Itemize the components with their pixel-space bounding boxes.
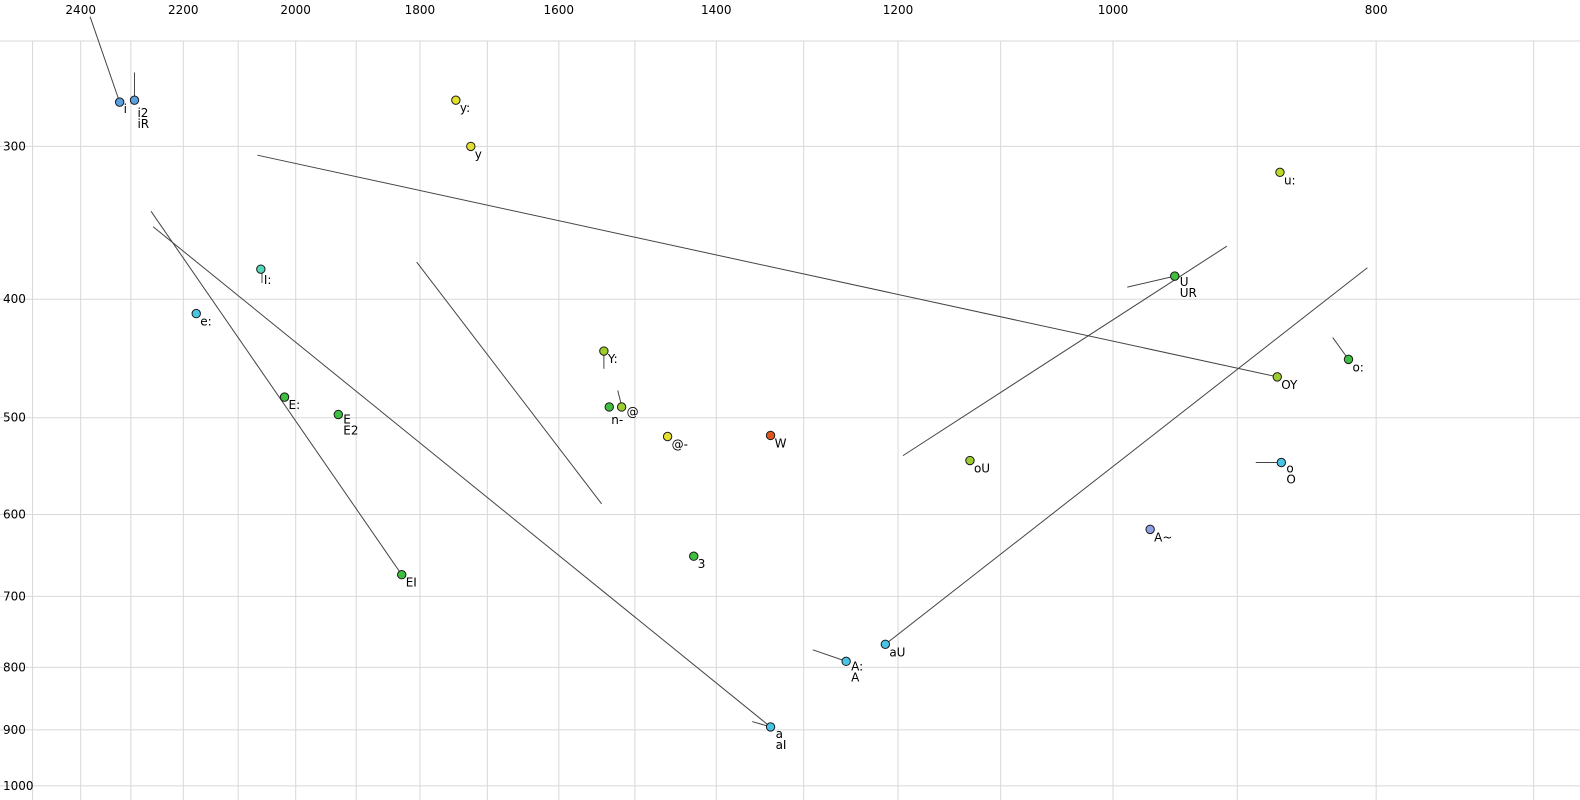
- vowel-point-label: Y:: [607, 352, 618, 366]
- vowel-point-i[interactable]: [114, 97, 125, 107]
- vowel-point-label: E: [343, 413, 351, 427]
- vowel-point-label: E:: [289, 398, 301, 412]
- vowel-point-label: E2: [343, 424, 358, 438]
- vowel-point-y[interactable]: [451, 95, 461, 105]
- vowel-point-e[interactable]: [333, 409, 344, 420]
- formant-trajectory-line: [885, 267, 1368, 645]
- y-axis-tick-label: 400: [3, 292, 26, 306]
- formant-trajectory-line: [89, 16, 121, 103]
- vowel-point-o[interactable]: [1343, 354, 1354, 365]
- vowel-point-oy[interactable]: [1272, 372, 1282, 382]
- y-axis-tick-label: 1000: [3, 779, 34, 793]
- vowel-point-label: I:: [264, 273, 272, 287]
- vowel-point-label: y: [475, 147, 482, 161]
- y-axis-tick-label: 600: [3, 508, 26, 522]
- vowel-point-label: OY: [1281, 378, 1298, 392]
- vowel-point-label: A: [851, 670, 860, 684]
- vowel-point-a[interactable]: [1145, 524, 1155, 535]
- formant-trajectory-line: [257, 154, 1278, 378]
- vowel-point-y[interactable]: [599, 346, 609, 356]
- y-axis-tick-label: 800: [3, 660, 26, 674]
- vowel-point-label: A:: [851, 659, 863, 673]
- formant-trajectory-line: [1127, 275, 1175, 288]
- x-axis-tick-label: 1400: [701, 3, 732, 17]
- vowel-point-label: iR: [137, 117, 149, 131]
- vowel-point-label: aI: [776, 738, 787, 752]
- x-axis-tick-label: 2400: [65, 3, 96, 17]
- vowel-point-3[interactable]: [689, 551, 699, 561]
- vowel-point--[interactable]: [662, 431, 673, 442]
- vowel-point-w[interactable]: [765, 430, 776, 441]
- y-axis-tick-label: 700: [3, 589, 26, 603]
- vowel-point-y[interactable]: [466, 141, 476, 152]
- vowel-point-label: U: [1180, 275, 1189, 289]
- vowel-point-label: O: [1286, 473, 1295, 487]
- formant-trajectory-line: [752, 721, 769, 727]
- formant-trajectory-line: [416, 261, 602, 505]
- formant-trajectory-line: [152, 226, 771, 728]
- vowel-point-label: o:: [1352, 360, 1363, 374]
- vowel-point-label: oU: [974, 462, 990, 476]
- x-axis-tick-label: 2200: [168, 3, 199, 17]
- vowel-point-ei[interactable]: [397, 570, 407, 580]
- vowel-point-u[interactable]: [1275, 167, 1285, 178]
- vowel-point-label: aU: [889, 645, 905, 659]
- vowel-point-e[interactable]: [191, 308, 201, 319]
- vowel-point-o[interactable]: [1276, 457, 1287, 468]
- vowel-point-label: @: [627, 405, 639, 419]
- vowel-point-u[interactable]: [1170, 271, 1180, 281]
- formant-trajectory-line: [812, 649, 845, 662]
- vowel-point-label: @-: [672, 437, 688, 451]
- vowel-point-label: i2: [137, 106, 148, 120]
- vowel-point-label: A~: [1154, 530, 1172, 544]
- vowel-point-a[interactable]: [765, 722, 776, 732]
- x-axis-tick-label: 1200: [883, 3, 914, 17]
- y-axis-tick-label: 300: [3, 139, 26, 153]
- vowel-point-[interactable]: [616, 402, 627, 412]
- x-axis-tick-label: 1800: [405, 3, 436, 17]
- vowel-point-label: 3: [698, 557, 706, 571]
- vowel-point-label: EI: [406, 576, 417, 590]
- x-axis-tick-label: 1000: [1098, 3, 1129, 17]
- vowel-point-ou[interactable]: [965, 455, 975, 466]
- vowel-point-label: W: [775, 436, 787, 450]
- vowel-point-i[interactable]: [256, 264, 266, 274]
- vowel-point-label: UR: [1180, 286, 1197, 300]
- vowel-point-label: o: [1286, 462, 1293, 476]
- x-axis-tick-label: 800: [1365, 3, 1388, 17]
- vowel-point-label: u:: [1284, 173, 1296, 187]
- x-axis-tick-label: 1600: [544, 3, 575, 17]
- formant-trajectory-line: [902, 245, 1228, 457]
- y-axis-tick-label: 900: [3, 723, 26, 737]
- vowel-point-au[interactable]: [880, 639, 891, 649]
- vowel-point-a[interactable]: [841, 656, 851, 667]
- vowel-point-n-[interactable]: [604, 402, 614, 412]
- vowel-point-label: i: [124, 102, 127, 116]
- vowel-point-label: y:: [460, 101, 470, 115]
- vowel-point-i2[interactable]: [129, 95, 140, 105]
- formant-trajectory-line: [150, 211, 403, 576]
- vowel-point-label: n-: [611, 413, 623, 427]
- x-axis-tick-label: 2000: [280, 3, 311, 17]
- vowel-point-label: e:: [200, 315, 211, 329]
- vowel-point-label: a: [776, 727, 783, 741]
- y-axis-tick-label: 500: [3, 411, 26, 425]
- vowel-point-e[interactable]: [279, 392, 290, 402]
